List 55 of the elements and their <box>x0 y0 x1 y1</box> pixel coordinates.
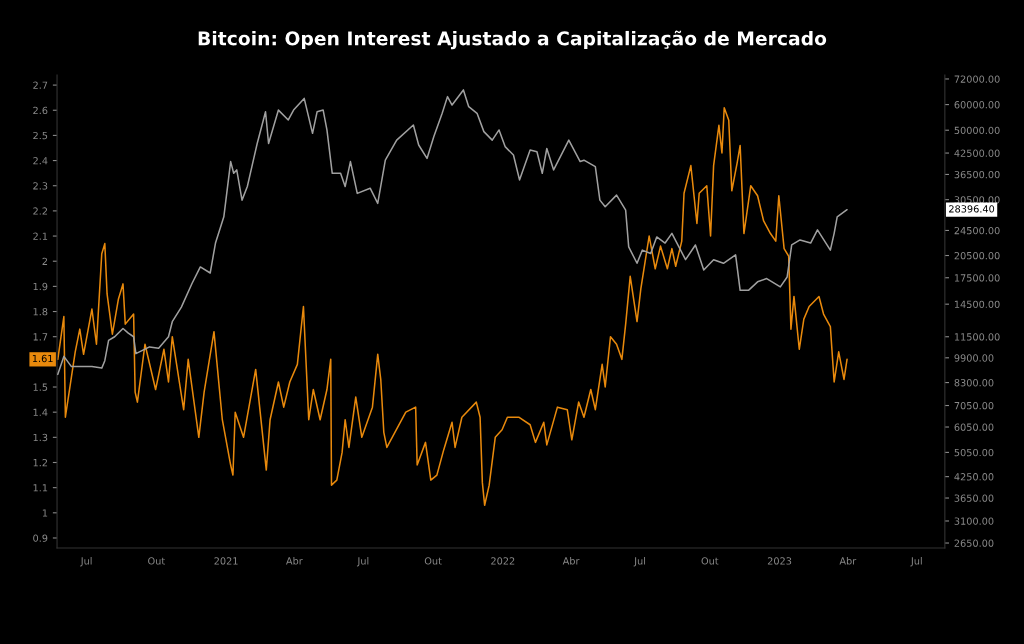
x-tick-label: 2023 <box>767 557 792 565</box>
x-tick-label: Out <box>148 557 165 565</box>
y-tick-label: 1.5 <box>33 383 48 391</box>
y2-tick-label: 42500.00 <box>954 149 1000 157</box>
chart-title: Bitcoin: Open Interest Ajustado a Capitalização de Mercado <box>198 30 827 50</box>
y2-tick-label: 9900.00 <box>954 354 994 362</box>
y-tick-label: 1.9 <box>33 282 48 291</box>
x-tick-label: Out <box>424 557 442 565</box>
y2-tick-label: 36500.00 <box>954 170 1000 179</box>
x-tick-label: Jul <box>633 557 646 567</box>
x-tick-label: Jul <box>356 557 369 567</box>
y2-tick-label: 11500.00 <box>954 333 1000 341</box>
y-tick-label: 1 <box>42 509 48 517</box>
y-tick-label: 2.1 <box>33 232 48 240</box>
x-tick-label: Jul <box>910 557 922 567</box>
y-tick-label: 0.9 <box>33 534 48 542</box>
x-tick-label: Abr <box>286 557 303 565</box>
y2-tick-label: 3100.00 <box>954 517 994 525</box>
y2-tick-label: 7050.00 <box>954 402 994 410</box>
y-tick-label: 2.7 <box>33 81 48 89</box>
y2-tick-label: 72000.00 <box>954 75 1000 83</box>
y2-tick-label: 50000.00 <box>954 126 1000 135</box>
y-tick-label: 2.2 <box>33 207 48 215</box>
y2-tick-label: 14500.00 <box>954 300 1000 309</box>
y2-tick-label: 4250.00 <box>954 473 994 481</box>
x-tick-label: Out <box>701 557 719 565</box>
y2-tick-label: 30500.00 <box>954 196 1000 204</box>
y2-tick-label: 6050.00 <box>954 423 994 431</box>
text: 1.61 <box>32 354 53 363</box>
x-tick-label: Abr <box>562 557 580 565</box>
y-tick-label: 2.4 <box>33 157 48 165</box>
x-tick-label: Jul <box>80 557 92 567</box>
y2-tick-label: 8300.00 <box>954 379 994 387</box>
x-tick-label: 2021 <box>214 557 238 565</box>
x-tick-label: 2022 <box>491 557 515 565</box>
y2-tick-label: 24500.00 <box>954 226 1000 235</box>
line-series <box>57 89 848 376</box>
y-tick-label: 1.8 <box>33 308 48 316</box>
y-tick-label: 1.2 <box>33 458 48 467</box>
y-tick-label: 1.7 <box>33 333 48 341</box>
y2-tick-label: 60000.00 <box>954 101 1000 109</box>
y-tick-label: 1.3 <box>33 433 48 442</box>
y2-tick-label: 5050.00 <box>954 448 994 457</box>
x-tick-label: Abr <box>839 557 857 565</box>
y2-tick-label: 3650.00 <box>954 494 994 502</box>
y-tick-label: 2.3 <box>33 182 48 190</box>
text: 28396.40 <box>949 205 995 213</box>
y-tick-label: 1.1 <box>33 484 48 492</box>
y-tick-label: 2.5 <box>33 131 48 140</box>
y2-tick-label: 20500.00 <box>954 251 1000 260</box>
y-tick-label: 1.4 <box>33 408 48 416</box>
y2-tick-label: 2650.00 <box>954 539 994 547</box>
y-tick-label: 2 <box>42 257 48 265</box>
y2-tick-label: 17500.00 <box>954 274 1000 282</box>
y-tick-label: 2.6 <box>33 106 48 115</box>
